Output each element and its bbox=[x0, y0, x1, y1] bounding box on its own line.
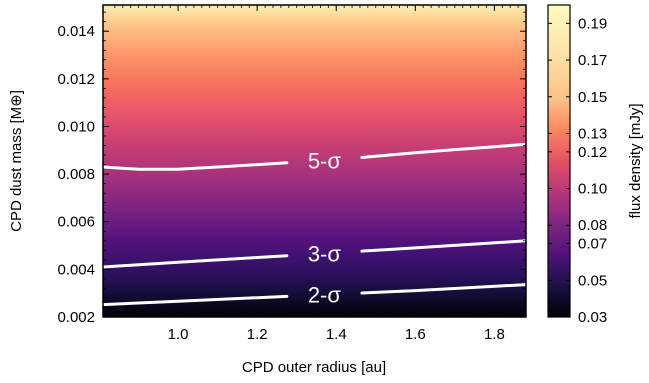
colorbar-tick-label: 0.03 bbox=[578, 309, 607, 326]
y-axis-label: CPD dust mass [M⊕] bbox=[8, 90, 25, 232]
x-tick-label: 1.8 bbox=[484, 326, 505, 343]
contour-line-2-segment-2 bbox=[360, 239, 526, 253]
y-tick-label: 0.012 bbox=[57, 71, 95, 88]
heatmap-field bbox=[103, 5, 526, 317]
contour-line-3-segment-1 bbox=[103, 294, 289, 307]
x-tick-label: 1.4 bbox=[326, 326, 347, 343]
colorbar-tick-label: 0.05 bbox=[578, 272, 607, 289]
y-tick-label: 0.002 bbox=[57, 309, 95, 326]
colorbar-tick-label: 0.15 bbox=[578, 89, 607, 106]
contour-line-1-segment-2 bbox=[360, 142, 526, 159]
colorbar-gradient bbox=[547, 4, 571, 318]
plot-frame bbox=[102, 4, 527, 318]
colorbar-tick-label: 0.10 bbox=[578, 181, 607, 198]
x-tick-label: 1.0 bbox=[168, 326, 189, 343]
colorbar-tick-label: 0.12 bbox=[578, 144, 607, 161]
contour-line-1-segment-1 bbox=[103, 161, 289, 171]
colorbar-ticks: 0.03 0.05 0.07 0.08 0.10 0.12 0.13 0.15 0.17 0.19 bbox=[548, 15, 607, 326]
colorbar-tick-label: 0.13 bbox=[578, 125, 607, 142]
contour-label: 5-σ bbox=[308, 149, 342, 174]
heatmap-plot: 5-σ3-σ2-σ 1.0 1.2 1.4 1.6 1.8 0.0020.0040.00… bbox=[57, 4, 527, 343]
x-tick-label: 1.6 bbox=[405, 326, 426, 343]
colorbar: 0.03 0.05 0.07 0.08 0.10 0.12 0.13 0.15 0.17 0.19 bbox=[547, 4, 607, 326]
colorbar-tick-label: 0.07 bbox=[578, 236, 607, 253]
y-tick-label: 0.014 bbox=[57, 23, 95, 40]
x-tick-label: 1.2 bbox=[247, 326, 268, 343]
y-tick-label: 0.008 bbox=[57, 166, 95, 183]
colorbar-tick-label: 0.08 bbox=[578, 217, 607, 234]
contour-group: 5-σ 3-σ 2-σ bbox=[103, 142, 526, 308]
colorbar-tick-label: 0.17 bbox=[578, 52, 607, 69]
contour-line-3-segment-2 bbox=[360, 283, 526, 295]
y-tick-label: 0.006 bbox=[57, 214, 95, 231]
y-tick-label: 0.004 bbox=[57, 261, 95, 278]
contour-label: 2-σ bbox=[308, 283, 342, 308]
contour-label: 3-σ bbox=[308, 241, 342, 266]
y-tick-label: 0.010 bbox=[57, 118, 95, 135]
y-axis-ticks: 0.002 0.004 0.006 0.008 0.010 0.012 0.014 bbox=[57, 11, 526, 326]
x-axis-label: CPD outer radius [au] bbox=[242, 359, 386, 376]
contour-line-2-segment-1 bbox=[103, 254, 289, 269]
x-axis-ticks: 1.0 1.2 1.4 1.6 1.8 bbox=[114, 5, 519, 343]
colorbar-label: flux density [mJy] bbox=[627, 103, 644, 218]
colorbar-tick-label: 0.19 bbox=[578, 15, 607, 32]
